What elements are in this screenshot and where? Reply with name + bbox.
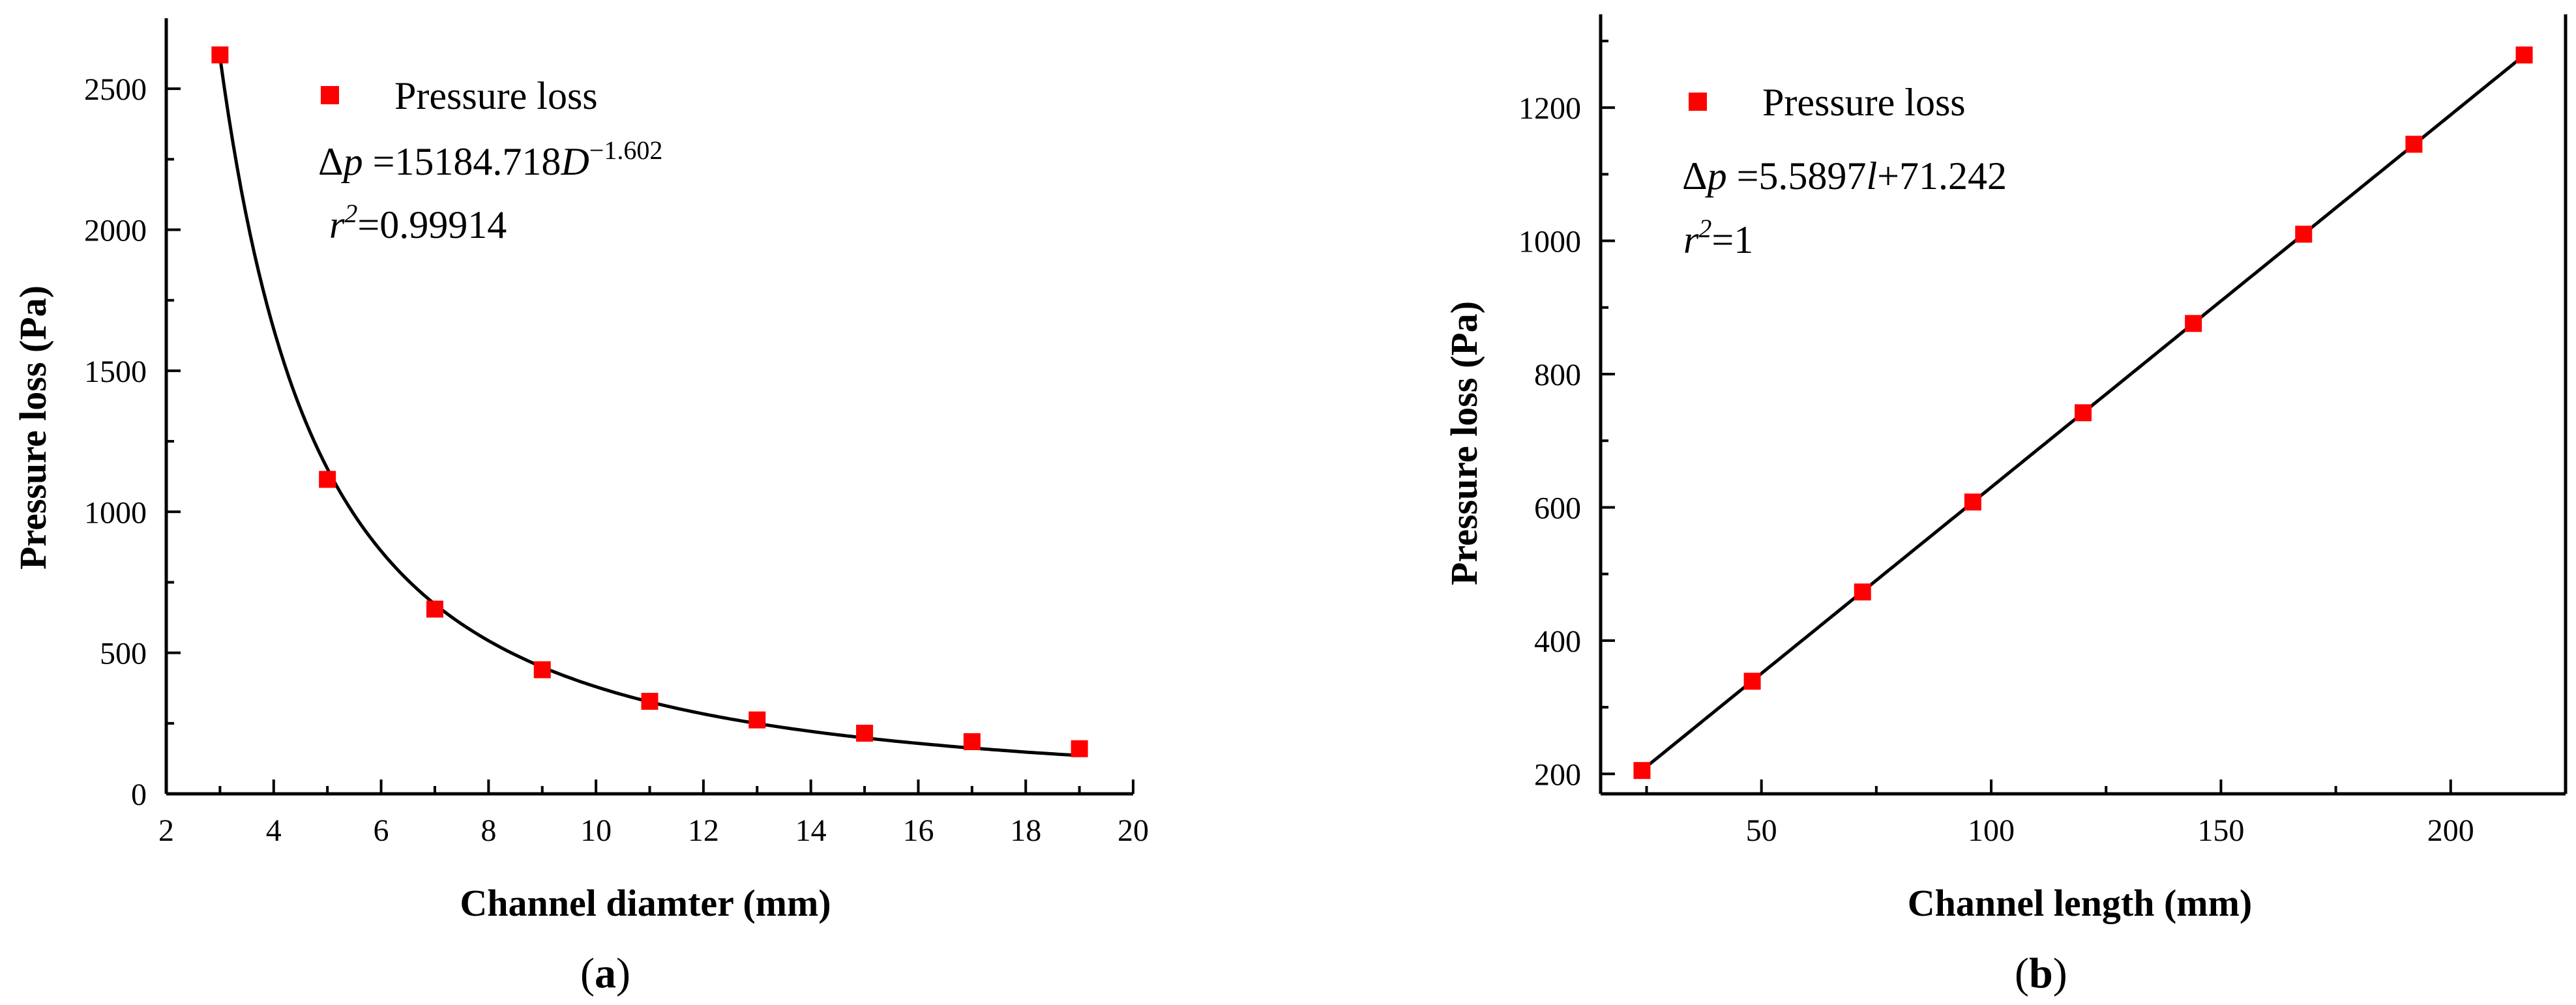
panel-a-x-tick-label: 16: [902, 813, 934, 848]
panel-b-x-tick-label: 150: [2197, 813, 2244, 848]
panel-b-data-point: [1743, 673, 1761, 690]
panel-a: 2 4 6 8 10 12 14 16 18 20 0 500 1000 1500 2000 2500 Pre…: [12, 18, 1149, 997]
panel-b-y-tick-label: 1200: [1518, 91, 1581, 126]
panel-a-x-tick-label: 20: [1118, 813, 1149, 848]
panel-b-data-points: [1633, 46, 2533, 779]
panel-a-x-tick-label: 14: [795, 813, 827, 848]
panel-a-data-point: [856, 724, 874, 742]
panel-b-y-tick-label: 200: [1534, 757, 1581, 792]
panel-a-x-tick-label: 18: [1010, 813, 1041, 848]
panel-a-y-axis-title: Pressure loss (Pa): [12, 285, 54, 570]
panel-b-y-tick-label: 400: [1534, 624, 1581, 659]
panel-b-y-tick-label: 600: [1534, 491, 1581, 525]
panel-a-ticks: 2 4 6 8 10 12 14 16 18 20 0 500 1000 1500 2000 2500: [84, 72, 1149, 848]
panel-a-y-tick-label: 0: [131, 778, 147, 812]
panel-b-data-point: [1633, 762, 1651, 779]
panel-b-data-point: [2075, 404, 2092, 422]
panel-a-x-tick-label: 4: [266, 813, 282, 848]
panel-a-data-point: [426, 600, 443, 618]
panel-b-data-point: [1964, 493, 1981, 511]
panel-a-x-tick-label: 12: [688, 813, 719, 848]
panel-a-data-point: [211, 46, 229, 64]
panel-b-x-axis-title: Channel length (mm): [1908, 882, 2252, 924]
panel-b-x-tick-label: 200: [2427, 813, 2474, 848]
panel-a-data-point: [1071, 740, 1088, 757]
panel-b-data-point: [2405, 136, 2423, 153]
panel-b-caption: (b): [2015, 950, 2067, 997]
panel-a-data-point: [319, 471, 336, 488]
panel-a-y-tick-label: 2500: [84, 72, 147, 107]
panel-b-x-tick-label: 50: [1746, 813, 1777, 848]
panel-a-data-points: [211, 46, 1088, 757]
panel-b-legend-marker: [1689, 93, 1707, 111]
panel-a-x-axis-title: Channel diamter (mm): [460, 882, 831, 924]
panel-b-y-axis-title: Pressure loss (Pa): [1443, 301, 1485, 585]
panel-a-x-tick-label: 10: [580, 813, 612, 848]
panel-a-y-tick-label: 500: [100, 637, 147, 671]
panel-b-r-squared: r2=1: [1683, 214, 1753, 261]
panel-b-data-point: [2185, 315, 2202, 332]
panel-b-x-tick-label: 100: [1968, 813, 2015, 848]
panel-a-fit-equation: Δp =15184.718D−1.602: [318, 136, 662, 183]
panel-b-data-point: [1854, 583, 1871, 601]
panel-b-ticks: 50 100 150 200 200 400 600 800 1000 1200: [1518, 39, 2474, 848]
panel-b: 50 100 150 200 200 400 600 800 1000 1200 Pressure…: [1443, 14, 2568, 997]
panel-a-x-tick-label: 6: [374, 813, 389, 848]
panel-a-legend-label: Pressure loss: [394, 74, 598, 117]
panel-b-data-point: [2515, 46, 2533, 64]
panel-a-r-squared: r2=0.99914: [329, 199, 507, 246]
panel-a-data-point: [533, 661, 551, 678]
panel-a-x-tick-label: 8: [481, 813, 496, 848]
panel-b-legend-label: Pressure loss: [1762, 81, 1966, 124]
panel-a-data-point: [963, 733, 981, 750]
panel-a-legend-marker: [321, 86, 339, 104]
panel-a-caption: (a): [580, 950, 630, 997]
panel-a-y-tick-label: 1500: [84, 355, 147, 389]
panel-b-data-point: [2295, 226, 2313, 243]
panel-a-y-tick-label: 1000: [84, 495, 147, 530]
panel-b-fit-equation: Δp =5.5897l+71.242: [1682, 154, 2007, 197]
panel-b-y-tick-label: 800: [1534, 358, 1581, 392]
panel-a-y-tick-label: 2000: [84, 214, 147, 248]
panel-a-data-point: [641, 693, 659, 710]
panel-a-axes: [164, 18, 1133, 796]
panel-b-y-tick-label: 1000: [1518, 225, 1581, 259]
panel-a-data-point: [748, 711, 766, 729]
panel-a-x-tick-label: 2: [158, 813, 174, 848]
